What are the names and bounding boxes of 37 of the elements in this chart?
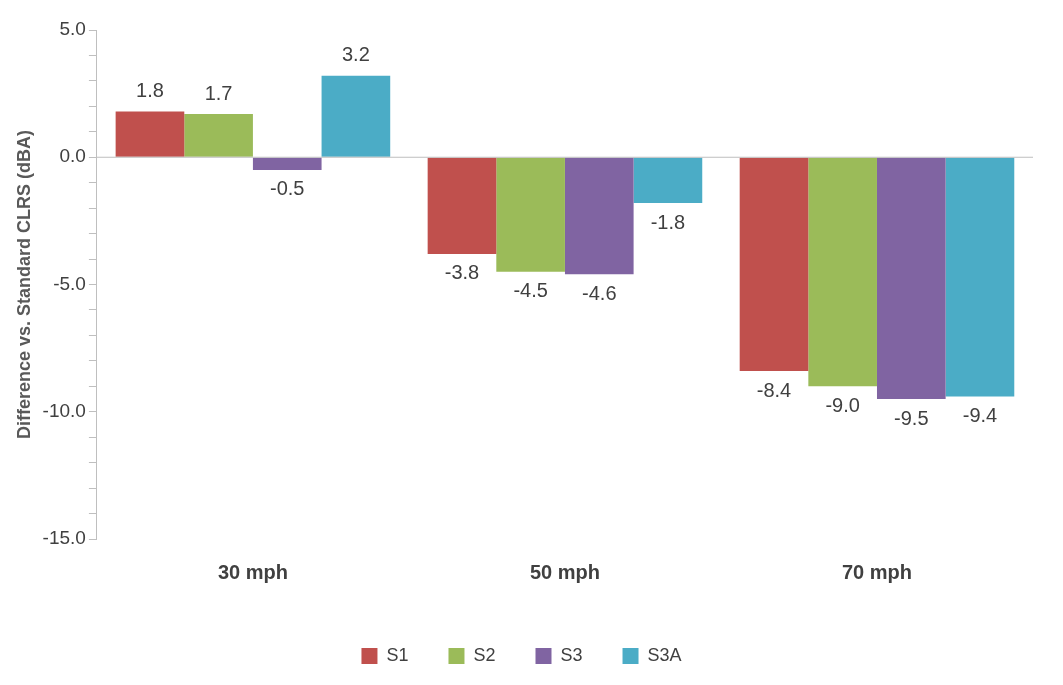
bar [115, 111, 185, 157]
x-tick-label: 30 mph [217, 560, 288, 583]
bar [496, 157, 565, 272]
data-label: -9.5 [894, 406, 929, 429]
y-tick-label: 5.0 [59, 18, 86, 40]
y-tick-label: -15.0 [42, 527, 86, 549]
data-label: -1.8 [650, 210, 686, 233]
data-label: -9.4 [962, 404, 998, 426]
bar [427, 157, 497, 254]
data-label: -4.5 [513, 279, 548, 302]
data-label: -0.5 [270, 177, 305, 200]
bar [564, 157, 634, 275]
y-tick-label: -10.0 [42, 399, 86, 421]
bar [808, 157, 877, 387]
bar [876, 157, 946, 400]
bar [945, 157, 1015, 397]
bar [739, 157, 809, 372]
data-label: 3.2 [341, 43, 370, 66]
data-label: -9.0 [825, 393, 860, 416]
legend-label: S3A [647, 644, 682, 665]
bar [321, 75, 391, 157]
y-tick-label: -5.0 [53, 272, 86, 294]
y-tick-label: 0.0 [59, 145, 86, 167]
data-label: 1.7 [204, 81, 233, 104]
x-tick-label: 50 mph [529, 560, 600, 583]
bar [252, 157, 322, 170]
legend-label: S3 [560, 644, 583, 665]
x-tick-label: 70 mph [841, 560, 912, 583]
legend-label: S2 [473, 644, 496, 665]
data-label: -4.6 [582, 281, 617, 304]
bar [633, 157, 703, 204]
data-label: -8.4 [756, 378, 792, 401]
data-label: 1.8 [136, 78, 164, 101]
y-axis-title: Difference vs. Standard CLRS (dBA) [13, 129, 34, 440]
bar [184, 113, 253, 157]
legend-label: S1 [386, 644, 409, 665]
data-label: -3.8 [444, 261, 480, 284]
